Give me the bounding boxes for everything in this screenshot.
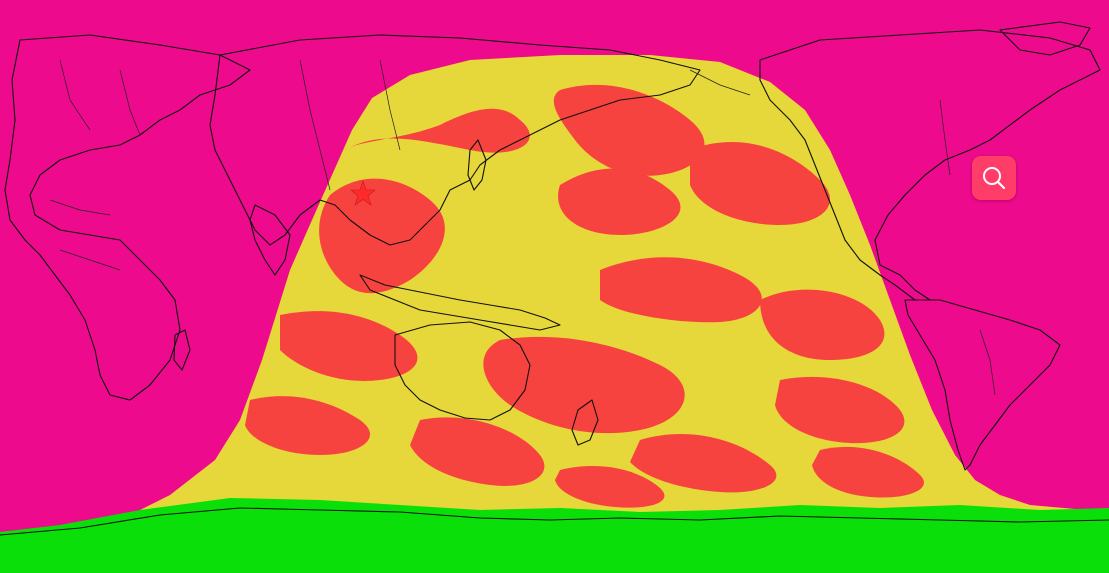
country-borders bbox=[49, 59, 996, 396]
coverage-strong-areas bbox=[245, 84, 924, 508]
star-marker-icon[interactable] bbox=[350, 180, 376, 206]
arctic-region bbox=[0, 0, 1109, 18]
polar-region bbox=[0, 498, 1109, 573]
coastlines bbox=[0, 21, 1109, 536]
search-icon bbox=[980, 164, 1008, 192]
search-button[interactable] bbox=[972, 156, 1016, 200]
